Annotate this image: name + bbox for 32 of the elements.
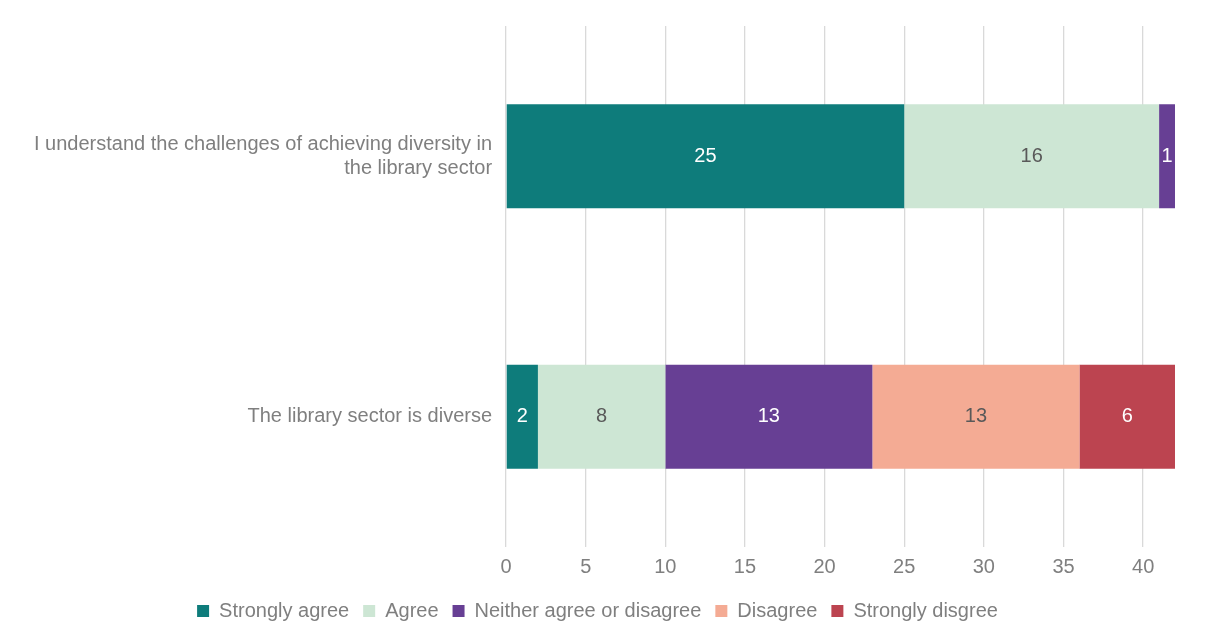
bar <box>1159 104 1175 209</box>
bar <box>904 104 1160 209</box>
bar <box>1079 364 1175 469</box>
bar <box>506 104 905 209</box>
legend-label: Strongly disgree <box>853 598 998 621</box>
bar <box>872 364 1080 469</box>
bar <box>665 364 873 469</box>
bar <box>537 364 666 469</box>
x-tick-label: 35 <box>1052 554 1075 577</box>
data-label: 13 <box>757 404 780 427</box>
data-label: 8 <box>596 404 608 427</box>
y-tick-label: The library sector is diverse <box>247 404 493 427</box>
y-tick-label: I understand the challenges of achieving diversity in the library sector <box>33 131 493 178</box>
legend-label: Strongly agree <box>219 598 350 621</box>
bar <box>506 364 538 469</box>
data-label: 25 <box>694 143 717 166</box>
legend-label: Neither agree or disagree <box>474 598 702 621</box>
x-tick-label: 30 <box>972 554 995 577</box>
legend-label: Agree <box>385 598 439 621</box>
x-tick-label: 25 <box>893 554 916 577</box>
data-label: 1 <box>1161 143 1173 166</box>
x-tick-label: 10 <box>654 554 677 577</box>
x-tick-label: 5 <box>580 554 592 577</box>
data-label: 16 <box>1020 143 1043 166</box>
data-label: 2 <box>516 404 528 427</box>
x-tick-label: 20 <box>813 554 836 577</box>
x-tick-label: 15 <box>733 554 757 577</box>
legend-label: Disagree <box>737 598 818 621</box>
x-tick-label: 40 <box>1132 554 1155 577</box>
data-label: 6 <box>1121 404 1133 427</box>
data-label: 13 <box>964 404 988 427</box>
x-tick-label: 0 <box>500 554 512 577</box>
